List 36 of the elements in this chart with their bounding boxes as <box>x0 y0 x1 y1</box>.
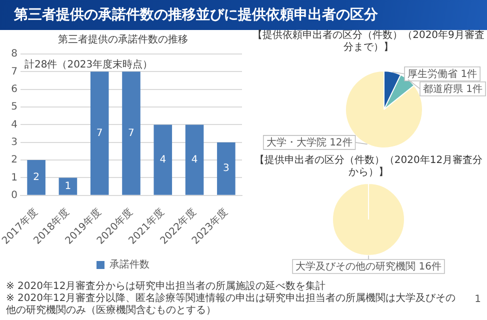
slice-label: 厚生労働省 1件 <box>408 68 478 80</box>
chart-title: 【提供依頼申出者の区分（件数）（2020年9月審査分まで）】 <box>252 30 486 54</box>
data-label: 3 <box>222 163 230 174</box>
data-label: 7 <box>128 128 134 139</box>
y-tick-label: 5 <box>11 102 18 113</box>
data-label: 1 <box>64 180 72 192</box>
y-tick-label: 7 <box>11 66 18 78</box>
data-label: 7 <box>96 128 103 139</box>
chart-title: 【提供申出者の区分（件数）（2020年12月審査分から）】 <box>253 155 484 179</box>
legend-label: 承諾件数 <box>110 258 150 271</box>
slice-label: 大学・大学院 12件 <box>266 136 352 149</box>
data-label: 4 <box>160 154 166 166</box>
bar <box>122 72 140 195</box>
bar <box>90 72 109 195</box>
chart-title: 第三者提供の承諾件数の推移 <box>58 34 188 46</box>
y-tick-label: 0 <box>11 190 18 201</box>
y-tick-label: 6 <box>11 84 18 95</box>
y-tick-label: 1 <box>11 172 18 184</box>
bar <box>58 178 78 195</box>
text: ※ 2020年12月審査分以降、匿名診療等関連情報の申出は研究申出担当者の所属機関は大学及びその他の研究機関のみ（医療機関含むものとする） <box>6 293 457 317</box>
bar <box>217 142 236 195</box>
data-label: 4 <box>191 154 198 166</box>
y-tick-label: 8 <box>11 48 18 60</box>
slice-label: 都道府県 1件 <box>423 82 483 95</box>
slice-label: 大学及びその他の研究機関 16件 <box>296 260 442 273</box>
text: ※ 2020年12月審査分からは研究申出担当者の所属施設の延べ数を集計 <box>6 281 327 292</box>
annotation: 計28件（2023年度末時点） <box>24 58 153 71</box>
y-tick-label: 4 <box>11 119 18 130</box>
y-tick-label: 3 <box>11 136 18 148</box>
text: 1 <box>474 294 481 306</box>
text: 第三者提供の承諾件数の推移並びに提供依頼申出者の区分 <box>0 0 487 30</box>
data-label: 2 <box>33 172 40 184</box>
bar <box>27 160 46 195</box>
bar <box>185 124 204 195</box>
y-tick-label: 2 <box>11 154 18 166</box>
bar <box>154 124 172 195</box>
